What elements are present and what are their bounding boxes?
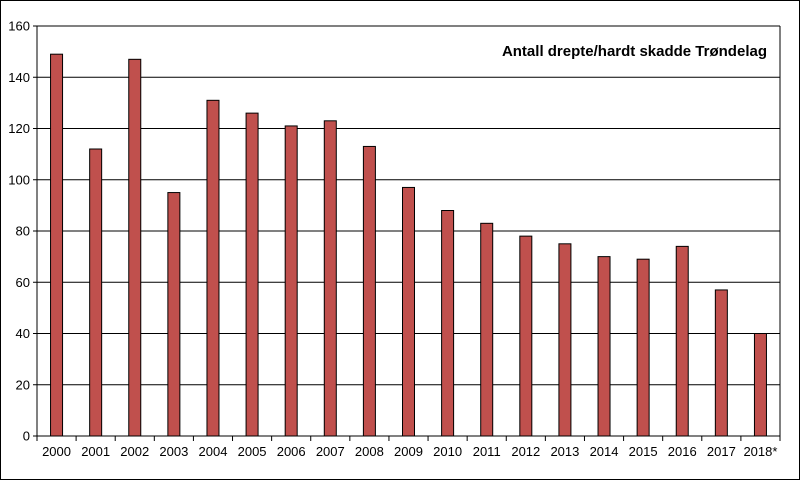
y-tick-label: 120	[8, 121, 30, 136]
y-tick-label: 140	[8, 70, 30, 85]
bar-2002	[128, 58, 142, 437]
x-tick-label: 2012	[511, 444, 540, 459]
x-tick-label: 2004	[199, 444, 228, 459]
y-tick-label: 60	[16, 275, 30, 290]
x-tick-label: 2009	[394, 444, 423, 459]
bar-2015	[636, 258, 650, 437]
axes	[33, 25, 781, 441]
bar-2004	[206, 99, 220, 437]
x-tick-labels: 2000 2001 2002 2003 2004 2005 2006 2007 2008 2009…	[42, 444, 777, 459]
bar-2001	[89, 148, 103, 437]
x-tick-label: 2006	[277, 444, 306, 459]
bar-2009	[402, 186, 415, 437]
bar-2012	[519, 235, 533, 437]
y-tick-label: 40	[16, 326, 30, 341]
y-tick-label: 100	[8, 172, 30, 187]
x-tick-label: 2014	[590, 444, 619, 459]
bar-2003	[167, 192, 181, 437]
x-tick-label: 2011	[473, 444, 501, 459]
x-tick-label: 2002	[120, 444, 149, 459]
chart-title: Antall drepte/hardt skadde Trøndelag	[502, 43, 767, 60]
y-tick-labels: 0 20 40 60 80 100 120 140 160	[8, 19, 30, 444]
x-tick-label: 2003	[159, 444, 188, 459]
x-tick-label: 2010	[433, 444, 462, 459]
bar-2011	[480, 222, 494, 437]
bar-2010	[441, 210, 455, 437]
bar-2018	[753, 333, 767, 437]
bar-2008	[362, 145, 376, 437]
x-tick-label: 2018*	[743, 444, 777, 459]
x-tick-label: 2005	[238, 444, 267, 459]
x-tick-label: 2016	[668, 444, 697, 459]
y-tick-label: 80	[16, 224, 30, 239]
y-tick-label: 20	[16, 377, 30, 392]
x-tick-label: 2001	[81, 444, 110, 459]
x-tick-label: 2007	[316, 444, 345, 459]
gridlines	[37, 25, 780, 386]
x-tick-label: 2008	[355, 444, 384, 459]
x-tick-label: 2013	[550, 444, 579, 459]
bar-2007	[323, 120, 337, 437]
bar-2016	[675, 245, 689, 437]
bar-2000	[50, 53, 64, 437]
bar-2006	[284, 125, 298, 437]
bar-2005	[245, 112, 259, 437]
x-tick-label: 2015	[629, 444, 658, 459]
x-tick-label: 2000	[42, 444, 71, 459]
y-tick-label: 0	[23, 429, 30, 444]
bar-2013	[558, 243, 572, 437]
bar-2017	[714, 289, 728, 437]
x-tick-label: 2017	[707, 444, 736, 459]
bar-2014	[597, 256, 611, 437]
y-tick-label: 160	[8, 19, 30, 34]
bars	[50, 53, 767, 437]
